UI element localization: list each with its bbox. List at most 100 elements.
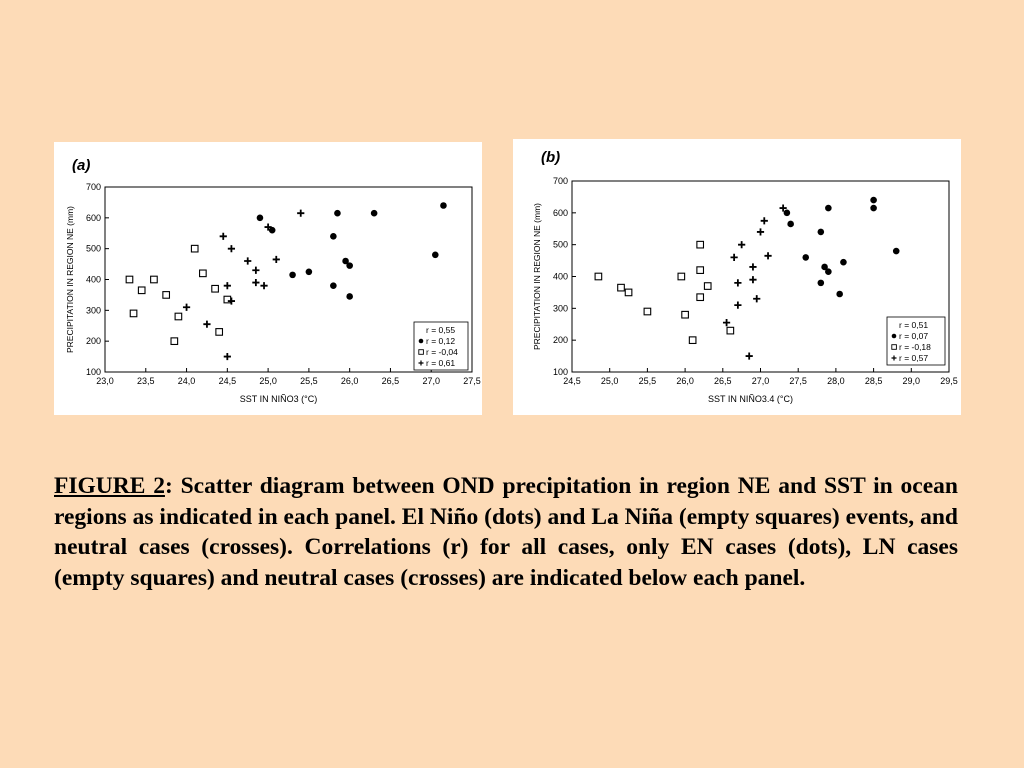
point-dot — [334, 209, 341, 217]
point-cross — [252, 266, 260, 274]
point-dot — [817, 279, 825, 287]
x-tick-label: 25,5 — [300, 376, 318, 386]
legend-square-marker — [418, 349, 424, 355]
point-cross — [272, 255, 280, 264]
y-axis-title: PRECIPITATION IN REGION NE (mm) — [532, 203, 542, 350]
point-square — [696, 293, 705, 302]
y-tick-label: 100 — [553, 367, 568, 377]
point-cross — [227, 297, 236, 305]
point-square — [190, 244, 199, 253]
point-cross — [182, 303, 191, 311]
y-tick-label: 400 — [86, 275, 101, 285]
point-cross — [227, 245, 236, 253]
point-cross — [749, 276, 757, 284]
x-tick-label: 28,0 — [827, 376, 845, 386]
point-cross — [738, 241, 746, 249]
point-cross — [203, 320, 211, 328]
point-square — [617, 283, 625, 292]
point-cross — [760, 217, 768, 225]
y-tick-label: 600 — [86, 213, 101, 223]
point-square — [129, 309, 138, 318]
x-tick-label: 25,0 — [259, 376, 277, 386]
point-cross — [223, 352, 231, 361]
point-dot — [289, 271, 296, 279]
point-dot — [787, 220, 794, 228]
x-tick-label: 27,5 — [463, 376, 481, 386]
point-dot — [440, 202, 447, 209]
y-tick-label: 300 — [553, 303, 568, 313]
legend-box — [413, 321, 469, 371]
y-tick-label: 200 — [553, 335, 568, 345]
y-tick-label: 500 — [86, 244, 101, 254]
x-tick-label: 23,0 — [96, 376, 114, 386]
x-tick-label: 27,5 — [789, 376, 807, 386]
scatter-panel-a: (a) 23,0 23,5 24,0 24,5 25,0 25,5 26,0 26,5 27,0 2… — [54, 142, 482, 415]
point-dot — [802, 254, 810, 261]
point-cross — [260, 282, 268, 290]
point-cross — [734, 301, 742, 309]
scatter-panel-b: (b) 24,5 25,0 25,5 26,0 26,5 27,0 27,5 28,0 28,5 2… — [513, 139, 961, 415]
legend: r = 0,55r = 0,12r = -0,04r = 0,61 — [413, 321, 469, 371]
point-square — [677, 272, 686, 281]
figure-caption: FIGURE 2: Scatter diagram between OND pr… — [54, 471, 958, 593]
point-cross — [756, 228, 765, 236]
scatter-plot-b: (b) 24,5 25,0 25,5 26,0 26,5 27,0 27,5 28,0 28,5 2… — [532, 149, 958, 404]
x-tick-label: 25,5 — [639, 376, 657, 386]
point-dot — [821, 263, 828, 271]
point-cross — [297, 209, 305, 217]
point-dot — [892, 247, 900, 255]
point-square — [726, 326, 735, 335]
x-tick-label: 25,0 — [601, 376, 619, 386]
x-tick-label: 29,5 — [940, 376, 958, 386]
point-cross — [219, 232, 227, 240]
point-cross — [722, 319, 731, 327]
point-dot — [330, 282, 337, 289]
x-tick-label: 26,5 — [382, 376, 400, 386]
point-cross — [779, 204, 787, 212]
point-dot — [268, 226, 276, 234]
point-square — [624, 288, 633, 297]
point-dot — [346, 293, 353, 300]
caption-label: FIGURE 2 — [54, 473, 165, 499]
legend-box — [886, 316, 946, 366]
point-cross — [753, 295, 761, 303]
legend-entry: r = 0,57 — [899, 353, 928, 363]
point-square — [215, 328, 224, 336]
y-tick-label: 700 — [553, 176, 568, 186]
point-dot — [870, 196, 877, 204]
y-tick-label: 400 — [553, 272, 568, 282]
legend-cross-marker — [891, 355, 897, 361]
scatter-plot-a: (a) 23,0 23,5 24,0 24,5 25,0 25,5 26,0 26,5 27,0 2… — [65, 157, 481, 404]
x-tick-label: 24,5 — [563, 376, 581, 386]
legend-square-marker — [891, 344, 897, 350]
point-square — [162, 291, 171, 299]
x-axis-title: SST IN NIÑO3 (°C) — [240, 394, 317, 404]
x-tick-label: 26,0 — [341, 376, 359, 386]
x-tick-label: 26,0 — [676, 376, 694, 386]
point-cross — [244, 257, 252, 265]
point-square — [125, 275, 134, 284]
legend-dot-marker — [418, 338, 424, 344]
point-dot — [256, 214, 264, 222]
point-dot — [370, 209, 378, 217]
y-tick-label: 200 — [86, 336, 101, 346]
point-square — [174, 312, 183, 321]
point-dot — [783, 209, 791, 217]
data-points — [125, 202, 447, 361]
x-axis-title: SST IN NIÑO3.4 (°C) — [708, 394, 793, 404]
point-square — [696, 266, 705, 274]
panel-label: (a) — [72, 157, 90, 174]
point-dot — [330, 233, 337, 240]
point-cross — [730, 253, 738, 261]
y-tick-label: 100 — [86, 367, 101, 377]
x-tick-label: 27,0 — [422, 376, 440, 386]
point-dot — [836, 290, 843, 298]
x-tick-label: 24,5 — [219, 376, 237, 386]
point-cross — [252, 278, 260, 287]
y-tick-label: 300 — [86, 305, 101, 315]
point-square — [170, 337, 179, 346]
legend-entry: r = 0,55 — [426, 325, 455, 335]
point-square — [688, 336, 697, 345]
x-tick-label: 23,5 — [137, 376, 155, 386]
point-square — [703, 282, 712, 290]
